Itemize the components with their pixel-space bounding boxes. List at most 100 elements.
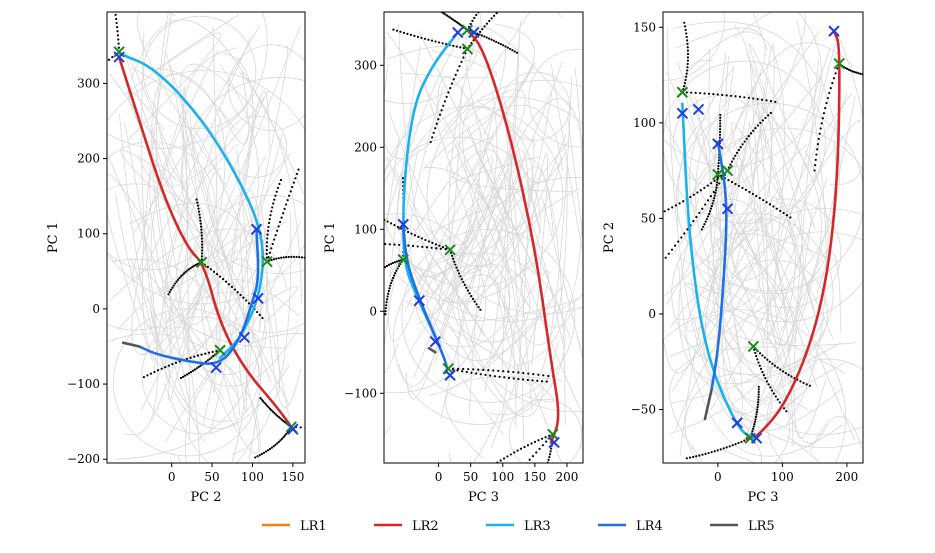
x-tick-label: 150 xyxy=(523,470,546,484)
scatter-dot xyxy=(458,23,461,26)
scatter-dot xyxy=(413,234,417,237)
green-x-marker xyxy=(397,253,409,266)
background-curve xyxy=(142,15,257,130)
scatter-dot xyxy=(266,237,269,240)
scatter-dot xyxy=(264,403,267,406)
scatter-dot xyxy=(761,354,764,357)
scatter-dot xyxy=(279,417,282,420)
scatter-dot xyxy=(538,447,541,450)
y-tick-label: 200 xyxy=(77,152,100,166)
series-line-lr2 xyxy=(745,29,841,440)
scatter-dot xyxy=(387,263,391,266)
scatter-dot xyxy=(782,407,786,410)
scatter-dot xyxy=(533,492,535,494)
background-curve xyxy=(669,73,841,357)
blue-x-marker xyxy=(692,103,705,116)
scatter-dot xyxy=(547,458,550,462)
scatter-dot xyxy=(716,177,719,180)
background-curve xyxy=(136,12,228,189)
scatter-dot xyxy=(686,42,689,45)
scatter-dot xyxy=(346,434,348,436)
scatter-dot xyxy=(187,372,191,375)
scatter-dot xyxy=(206,359,209,362)
scatter-dot xyxy=(197,207,200,210)
background-curve xyxy=(182,47,238,269)
scatter-dot xyxy=(270,247,273,250)
scatter-dot xyxy=(695,455,698,458)
scatter-dot xyxy=(441,246,445,249)
background-curve xyxy=(132,37,251,282)
scatter-dot xyxy=(168,290,171,294)
scatter-dot xyxy=(443,100,447,103)
scatter-dot xyxy=(445,95,448,99)
scatter-dot xyxy=(342,433,344,435)
scatter-dot xyxy=(421,245,424,248)
y-tick-label: 150 xyxy=(633,20,656,34)
scatter-dot xyxy=(321,260,323,262)
background-curve xyxy=(109,228,287,301)
scatter-dot xyxy=(468,292,471,295)
scatter-dot xyxy=(816,148,819,151)
scatter-dot xyxy=(680,236,683,239)
scatter-dot xyxy=(455,266,458,269)
scatter-dot xyxy=(718,136,722,139)
scatter-dot xyxy=(270,210,273,213)
scatter-dot xyxy=(836,67,839,70)
background-curve xyxy=(676,27,766,202)
series-line-lr5 xyxy=(121,341,141,348)
scatter-dot xyxy=(200,240,204,243)
scatter-dot xyxy=(274,234,277,237)
scatter-dot xyxy=(762,374,765,377)
scatter-dot xyxy=(715,183,718,187)
scatter-dot xyxy=(437,118,440,121)
background-curve xyxy=(183,291,267,375)
background-curve xyxy=(388,149,507,392)
scatter-dot xyxy=(267,406,270,409)
background-curve xyxy=(107,333,261,463)
y-tick-label: 100 xyxy=(77,227,100,241)
scatter-dot xyxy=(245,299,248,302)
scatter-dot xyxy=(406,230,410,234)
scatter-dot xyxy=(200,353,203,356)
scatter-dot xyxy=(447,15,450,18)
scatter-dot xyxy=(483,25,486,28)
green-x-marker xyxy=(461,43,474,55)
blue-x-marker xyxy=(287,423,299,435)
scatter-dot xyxy=(851,70,854,73)
scatter-dot xyxy=(462,56,465,59)
scatter-dot xyxy=(451,368,454,371)
scatter-dot xyxy=(425,246,429,249)
background-curve xyxy=(123,121,159,436)
scatter-dot xyxy=(785,410,788,413)
scatter-dot xyxy=(716,93,719,96)
background-curve xyxy=(684,373,791,463)
scatter-dot xyxy=(708,210,712,213)
x-axis-label: PC 3 xyxy=(468,490,499,505)
series-line-lr2 xyxy=(117,55,295,431)
scatter-dot xyxy=(685,35,688,39)
scatter-dot xyxy=(748,190,751,194)
scatter-dot xyxy=(401,177,405,180)
scatter-dot xyxy=(857,72,860,75)
background-curve xyxy=(405,300,555,403)
scatter-dot xyxy=(685,75,688,78)
background-curve xyxy=(386,39,520,274)
scatter-dot xyxy=(384,242,387,246)
y-tick-label: −200 xyxy=(67,452,100,466)
scatter-dot xyxy=(384,313,387,316)
scatter-dot xyxy=(504,45,507,48)
scatter-dot xyxy=(714,189,718,192)
scatter-dot xyxy=(312,258,314,260)
scatter-dot xyxy=(716,449,719,452)
scatter-dot xyxy=(424,238,427,242)
scatter-dot xyxy=(512,370,515,374)
blue-x-marker xyxy=(750,432,763,444)
scatter-dot xyxy=(385,264,389,268)
scatter-dot xyxy=(549,450,552,453)
y-tick-label: 200 xyxy=(354,140,377,154)
scatter-dot xyxy=(462,367,465,371)
scatter-dot xyxy=(818,132,821,135)
scatter-dot xyxy=(473,300,476,303)
scatter-dot xyxy=(242,296,245,299)
